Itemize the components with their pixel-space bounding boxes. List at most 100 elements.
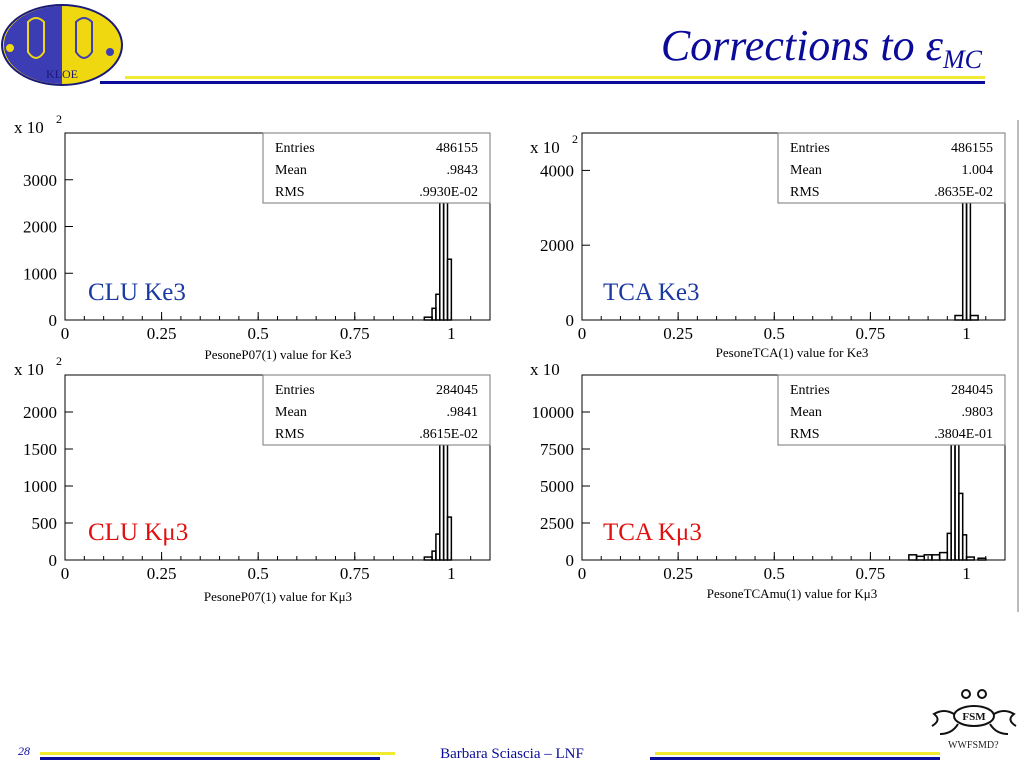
stats-value: .9841 <box>447 405 479 420</box>
panel-label: TCA Kμ3 <box>603 519 702 546</box>
x-tick-label: 0.25 <box>147 564 177 583</box>
y-tick-label: 1000 <box>23 264 57 283</box>
y-tick-label: 2000 <box>540 236 574 255</box>
title-epsilon: ε <box>925 21 943 70</box>
x-tick-label: 0 <box>61 564 70 583</box>
stats-value: .9930E-02 <box>419 185 478 200</box>
histogram-bar <box>965 556 975 561</box>
stats-value: 1.004 <box>962 163 994 178</box>
fsm-badge: WWFSMD? <box>948 740 999 751</box>
x-tick-label: 0.25 <box>663 324 693 343</box>
title-subscript: MC <box>943 45 982 74</box>
x-tick-label: 0.5 <box>248 324 269 343</box>
header-yellow-line <box>125 76 985 79</box>
y-tick-label: 0 <box>566 311 575 330</box>
stats-box <box>262 374 491 446</box>
y-tick-label: 2500 <box>540 514 574 533</box>
stats-key: Mean <box>275 163 307 178</box>
stats-key: RMS <box>275 185 305 200</box>
title-text: Corrections to <box>660 21 926 70</box>
x-tick-label: 1 <box>962 564 971 583</box>
stats-value: 284045 <box>951 383 993 398</box>
stats-box <box>262 132 491 204</box>
stats-key: RMS <box>790 427 820 442</box>
x-tick-label: 0.75 <box>340 564 370 583</box>
slide-title: Corrections to εMC <box>661 20 982 75</box>
x-tick-label: 0.75 <box>856 324 886 343</box>
histogram-bar <box>961 534 968 561</box>
stats-box <box>777 374 1006 446</box>
stats-key: Entries <box>790 141 830 156</box>
y-tick-label: 2000 <box>23 218 57 237</box>
stats-value: 486155 <box>951 141 993 156</box>
histogram-bar <box>908 554 918 561</box>
stats-value: .9843 <box>447 163 479 178</box>
histogram-bar <box>423 316 433 321</box>
stats-box <box>777 132 1006 204</box>
histogram-bar <box>954 314 964 321</box>
y-tick-label: 0 <box>566 551 575 570</box>
x-tick-label: 0 <box>578 324 587 343</box>
histogram-panel-1: 0 0.25 0.5 0.75 1 0 2000 4000 x 10 2 Entries 486155… <box>530 132 1006 360</box>
panel-label: CLU Ke3 <box>88 279 186 306</box>
stats-value: .8615E-02 <box>419 427 478 442</box>
x-tick-label: 0.25 <box>147 324 177 343</box>
histogram-bar <box>446 516 453 561</box>
y-scale-label: x 10 <box>530 138 560 157</box>
y-tick-label: 2000 <box>23 403 57 422</box>
x-axis-label: PesoneP07(1) value for Kμ3 <box>204 589 352 604</box>
logo-text: KLOE <box>46 67 78 81</box>
histogram-bar <box>446 258 453 321</box>
x-tick-label: 1 <box>962 324 971 343</box>
fsm-logo-text: FSM <box>962 711 986 723</box>
y-tick-label: 0 <box>49 311 58 330</box>
histogram-panel-3: 0 0.25 0.5 0.75 1 0 2500 5000 7500 10000 x 10 Entri… <box>530 360 1006 601</box>
footer-blue-line-left <box>40 757 380 760</box>
stats-key: Entries <box>275 383 315 398</box>
x-tick-label: 0.5 <box>764 324 785 343</box>
x-tick-label: 0 <box>578 564 587 583</box>
x-tick-label: 0.75 <box>856 564 886 583</box>
x-tick-label: 0.5 <box>248 564 269 583</box>
x-axis-label: PesoneP07(1) value for Ke3 <box>205 347 352 362</box>
panel-label: TCA Ke3 <box>603 279 700 306</box>
histogram-bar <box>969 314 979 321</box>
y-tick-label: 7500 <box>540 440 574 459</box>
x-tick-label: 0.25 <box>663 564 693 583</box>
kloe-logo: KLOE <box>1 4 123 86</box>
histogram-bar <box>931 554 941 561</box>
stats-key: Entries <box>275 141 315 156</box>
footer-yellow-line-left <box>40 752 395 755</box>
y-tick-label: 10000 <box>532 403 575 422</box>
histogram-bar <box>938 551 949 561</box>
footer-blue-line-right <box>650 757 940 760</box>
panel-label: CLU Kμ3 <box>88 519 188 546</box>
page-number: 28 <box>18 744 30 758</box>
footer-yellow-line-right <box>655 752 940 755</box>
x-tick-label: 0.5 <box>764 564 785 583</box>
histogram-bar <box>915 555 925 561</box>
y-tick-label: 0 <box>49 551 58 570</box>
x-tick-label: 1 <box>447 324 456 343</box>
y-tick-label: 3000 <box>23 171 57 190</box>
y-tick-label: 5000 <box>540 477 574 496</box>
y-scale-exponent: 2 <box>572 132 578 146</box>
y-scale-label: x 10 <box>14 118 44 137</box>
y-scale-exponent: 2 <box>56 112 62 126</box>
stats-value: .8635E-02 <box>934 185 993 200</box>
header-blue-line <box>100 81 985 84</box>
histogram-bar <box>977 557 987 561</box>
y-tick-label: 1000 <box>23 477 57 496</box>
histogram-panel-2: 0 0.25 0.5 0.75 1 0 500 1000 1500 2000 x 10 2 Entrie… <box>14 354 491 604</box>
y-tick-label: 500 <box>32 514 58 533</box>
footer-author: Barbara Sciascia – LNF <box>440 746 584 762</box>
stats-value: 284045 <box>436 383 478 398</box>
histogram-panel-0: 0 0.25 0.5 0.75 1 0 1000 2000 3000 x 10 2 Entries 48… <box>14 112 491 362</box>
stats-value: .3804E-01 <box>934 427 993 442</box>
x-axis-label: PesoneTCA(1) value for Ke3 <box>716 345 869 360</box>
stats-key: Mean <box>275 405 307 420</box>
x-tick-label: 0.75 <box>340 324 370 343</box>
stats-key: RMS <box>790 185 820 200</box>
stats-value: .9803 <box>962 405 994 420</box>
